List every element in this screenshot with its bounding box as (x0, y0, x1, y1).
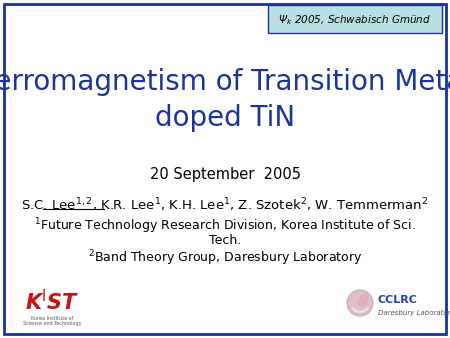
FancyBboxPatch shape (4, 4, 446, 334)
Text: CCLRC: CCLRC (378, 295, 418, 305)
Text: Daresbury Laboratory: Daresbury Laboratory (378, 310, 450, 316)
Text: Korea Institute of: Korea Institute of (31, 315, 73, 320)
Text: $^1$Future Technology Research Division, Korea Institute of Sci.: $^1$Future Technology Research Division,… (34, 216, 416, 236)
Ellipse shape (358, 294, 368, 306)
Text: Ψ$_k$ 2005, Schwabisch Gmünd: Ψ$_k$ 2005, Schwabisch Gmünd (279, 13, 432, 27)
Text: K$^{\mathsf{I}}$ST: K$^{\mathsf{I}}$ST (25, 289, 79, 315)
FancyBboxPatch shape (268, 5, 442, 33)
Text: Ferromagnetism of Transition Metal
doped TiN: Ferromagnetism of Transition Metal doped… (0, 68, 450, 132)
Text: $^2$Band Theory Group, Daresbury Laboratory: $^2$Band Theory Group, Daresbury Laborat… (88, 248, 362, 268)
Text: 20 September  2005: 20 September 2005 (149, 168, 301, 183)
Circle shape (347, 290, 373, 316)
Text: S.C. Lee$^{1,2}$, K.R. Lee$^{1}$, K.H. Lee$^{1}$, Z. Szotek$^{2}$, W. Temmerman$: S.C. Lee$^{1,2}$, K.R. Lee$^{1}$, K.H. L… (21, 196, 429, 214)
Text: Tech.: Tech. (209, 235, 241, 247)
Text: Science and Technology: Science and Technology (23, 320, 81, 325)
